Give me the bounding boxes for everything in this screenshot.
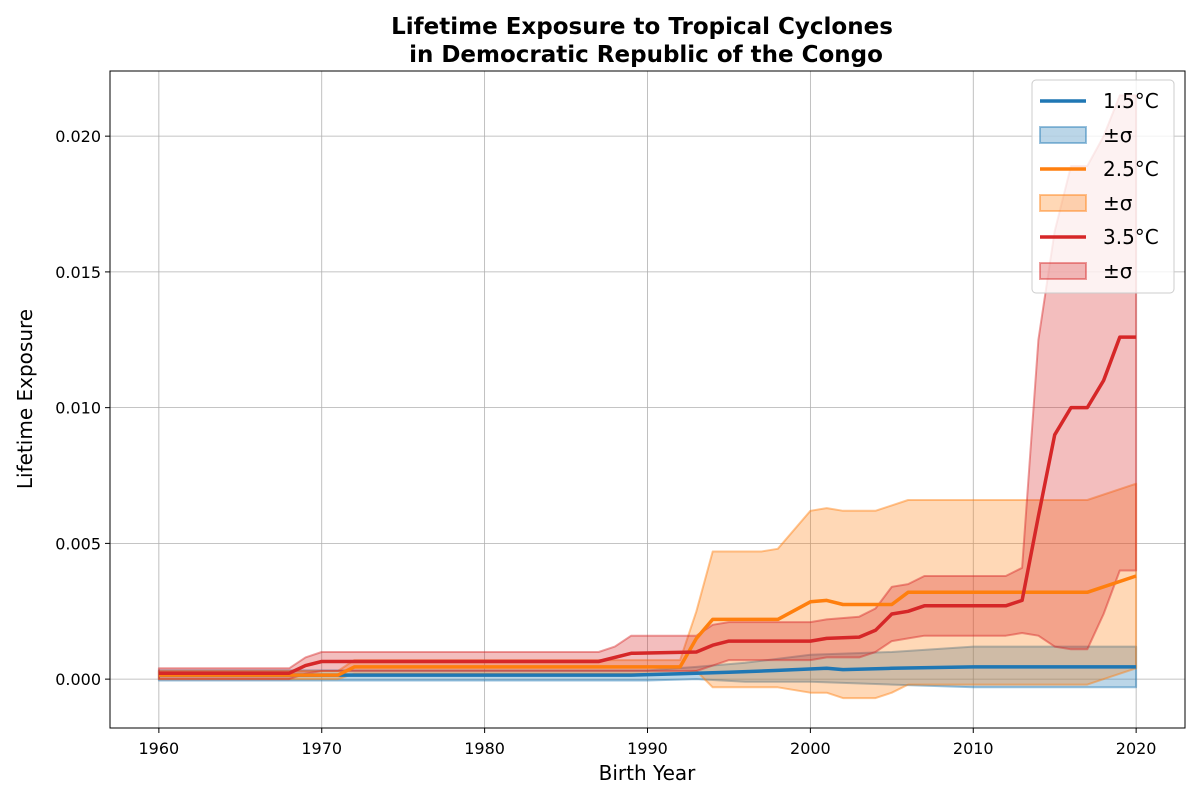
legend-entry-line: 2.5°C <box>1103 157 1159 181</box>
x-tick-label: 2000 <box>790 739 831 758</box>
x-axis-ticks: 1960 1970 1980 1990 2000 2010 2020 <box>139 728 1157 758</box>
x-axis-label: Birth Year <box>599 761 696 785</box>
mean-lines <box>158 335 1137 677</box>
y-tick-label: 0.015 <box>55 263 101 282</box>
x-tick-label: 1970 <box>301 739 342 758</box>
legend-frame <box>1031 79 1175 294</box>
line-1.5°C <box>158 665 1137 677</box>
y-tick-label: 0.020 <box>55 127 101 146</box>
legend: 1.5°C ±σ 2.5°C ±σ 3.5°C ±σ <box>1031 79 1175 294</box>
x-tick-label: 1980 <box>464 739 505 758</box>
y-tick-label: 0.005 <box>55 534 101 553</box>
legend-entry-line: 3.5°C <box>1103 225 1159 249</box>
y-axis-ticks: 0.000 0.005 0.010 0.015 0.020 <box>55 127 110 689</box>
line-2.5°C <box>158 574 1137 677</box>
y-tick-label: 0.010 <box>55 399 101 418</box>
chart-title-line-2: in Democratic Republic of the Congo <box>409 42 883 68</box>
y-tick-label: 0.000 <box>55 670 101 689</box>
line-3.5°C <box>158 335 1137 675</box>
band-1.5°C <box>157 645 1138 689</box>
band-3.5°C <box>157 94 1138 681</box>
x-tick-label: 1960 <box>139 739 180 758</box>
legend-entry-band: ±σ <box>1103 191 1133 215</box>
y-axis-label: Lifetime Exposure <box>13 309 37 489</box>
x-tick-label: 2020 <box>1116 739 1157 758</box>
legend-band-swatch <box>1039 262 1087 280</box>
chart-title-line-1: Lifetime Exposure to Tropical Cyclones <box>391 14 893 40</box>
x-tick-label: 2010 <box>953 739 994 758</box>
legend-entry-band: ±σ <box>1103 123 1133 147</box>
legend-band-swatch <box>1039 194 1087 212</box>
grid <box>110 71 1185 728</box>
legend-entry-line: 1.5°C <box>1103 89 1159 113</box>
legend-entry-band: ±σ <box>1103 259 1133 283</box>
x-tick-label: 1990 <box>627 739 668 758</box>
legend-band-swatch <box>1039 126 1087 144</box>
